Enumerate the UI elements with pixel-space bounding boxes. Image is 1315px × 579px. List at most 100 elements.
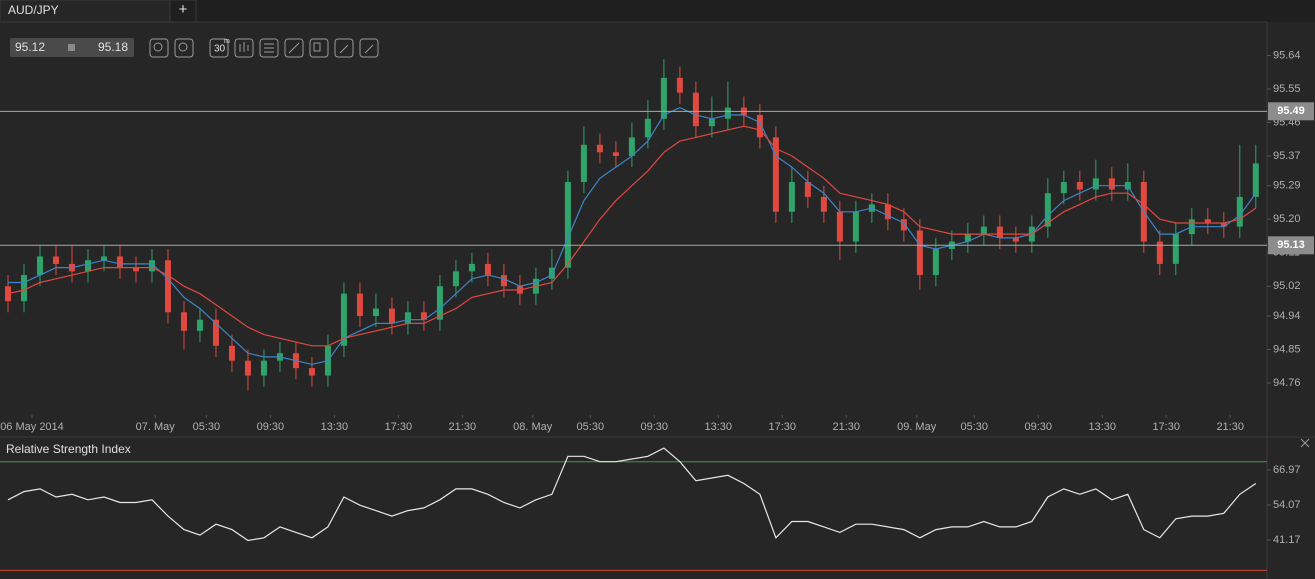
candle-body xyxy=(164,260,171,313)
candle-body xyxy=(548,267,555,279)
candle-body xyxy=(372,308,379,317)
candle-body xyxy=(388,308,395,324)
compare-button[interactable] xyxy=(309,38,329,58)
toolbar-icons xyxy=(239,42,374,54)
candle-body xyxy=(724,107,731,119)
candle-body xyxy=(484,263,491,276)
candle-body xyxy=(628,137,635,156)
candle-body xyxy=(420,312,427,320)
timeframe-button[interactable] xyxy=(209,38,229,58)
candle-body xyxy=(148,260,155,272)
zoom-in-button[interactable] xyxy=(174,38,194,58)
candle-body xyxy=(1092,178,1099,190)
chart-type-button[interactable] xyxy=(234,38,254,58)
candle-body xyxy=(660,77,667,119)
candle-body xyxy=(1156,241,1163,264)
candle-body xyxy=(132,267,139,272)
candle-body xyxy=(756,115,763,138)
candle-body xyxy=(804,182,811,197)
y-tick-label: 95.29 xyxy=(1273,180,1301,192)
candle-body xyxy=(468,263,475,272)
candle-body xyxy=(564,182,571,268)
y-tick-label: 41.17 xyxy=(1273,534,1301,546)
x-tick-label: 06 May 2014 xyxy=(0,421,64,433)
candle-body xyxy=(1204,219,1211,223)
y-tick-label: 94.76 xyxy=(1273,377,1301,389)
candle-body xyxy=(84,260,91,272)
candle-body xyxy=(436,286,443,320)
price-level-label: 95.13 xyxy=(1277,239,1305,251)
add-tab-button[interactable] xyxy=(169,0,197,23)
drawing-button[interactable] xyxy=(284,38,304,58)
candle-body xyxy=(996,226,1003,238)
candle-body xyxy=(612,152,619,156)
candle-body xyxy=(1252,163,1259,197)
moving-average xyxy=(7,125,1257,347)
tab-bar xyxy=(0,0,1315,22)
candle-body xyxy=(340,293,347,346)
candle-body xyxy=(356,293,363,317)
y-tick-label: 95.64 xyxy=(1273,49,1301,61)
candle-body xyxy=(180,312,187,331)
candle-body xyxy=(1012,237,1019,242)
spread-icon xyxy=(68,44,75,51)
timeframe-unit: m xyxy=(224,38,230,45)
y-tick-label: 95.20 xyxy=(1273,213,1301,225)
timeframe-value: 30 xyxy=(214,44,226,55)
candle-body xyxy=(852,211,859,242)
zoom-in-icon xyxy=(178,42,188,52)
y-tick-label: 94.85 xyxy=(1273,343,1301,355)
x-tick-label: 17:30 xyxy=(1152,421,1180,433)
zoom-out-icon xyxy=(153,42,163,52)
candle-body xyxy=(1044,193,1051,227)
candle-body xyxy=(1076,182,1083,190)
x-tick-label: 21:30 xyxy=(833,421,861,433)
candle-body xyxy=(1220,222,1227,227)
close-indicator-button[interactable] xyxy=(1300,438,1310,448)
candle-body xyxy=(932,249,939,276)
ask-price: 95.18 xyxy=(98,40,128,54)
x-tick-label: 05:30 xyxy=(960,421,988,433)
x-tick-label: 09:30 xyxy=(1024,421,1052,433)
x-tick-label: 17:30 xyxy=(385,421,413,433)
candle-body xyxy=(644,118,651,138)
candle-body xyxy=(1172,234,1179,264)
candle-body xyxy=(836,211,843,242)
moving-average xyxy=(8,106,1257,366)
candle-body xyxy=(916,230,923,276)
candle-body xyxy=(964,234,971,242)
x-tick-label: 13:30 xyxy=(1088,421,1116,433)
y-tick-label: 54.07 xyxy=(1273,499,1301,511)
candle-body xyxy=(1060,182,1067,194)
candle-body xyxy=(788,182,795,212)
candle-body xyxy=(580,144,587,183)
candle-body xyxy=(308,368,315,376)
x-tick-label: 21:30 xyxy=(449,421,477,433)
eraser-button[interactable] xyxy=(359,38,379,58)
indicators-button[interactable] xyxy=(259,38,279,58)
edit-button[interactable] xyxy=(334,38,354,58)
y-tick-label: 95.55 xyxy=(1273,83,1301,95)
candle-body xyxy=(52,256,59,264)
x-tick-label: 07. May xyxy=(136,421,176,433)
candle-body xyxy=(212,319,219,346)
candle-body xyxy=(980,226,987,235)
candle-body xyxy=(404,312,411,324)
candle-body xyxy=(500,275,507,287)
candle-body xyxy=(36,256,43,276)
candle-body xyxy=(676,77,683,93)
add-tab-label: + xyxy=(179,1,188,18)
candle-body xyxy=(1108,178,1115,190)
x-tick-label: 05:30 xyxy=(577,421,605,433)
candle-body xyxy=(228,345,235,361)
candle-body xyxy=(260,360,267,376)
y-tick-label: 95.02 xyxy=(1273,280,1301,292)
candle-body xyxy=(244,360,251,376)
candle-body xyxy=(196,319,203,331)
tab-label: AUD/JPY xyxy=(8,3,59,17)
price-level-box xyxy=(1268,102,1314,121)
candle-body xyxy=(900,219,907,231)
x-tick-label: 09. May xyxy=(897,421,937,433)
zoom-out-button[interactable] xyxy=(149,38,169,58)
indicator-title: Relative Strength Index xyxy=(6,442,131,456)
